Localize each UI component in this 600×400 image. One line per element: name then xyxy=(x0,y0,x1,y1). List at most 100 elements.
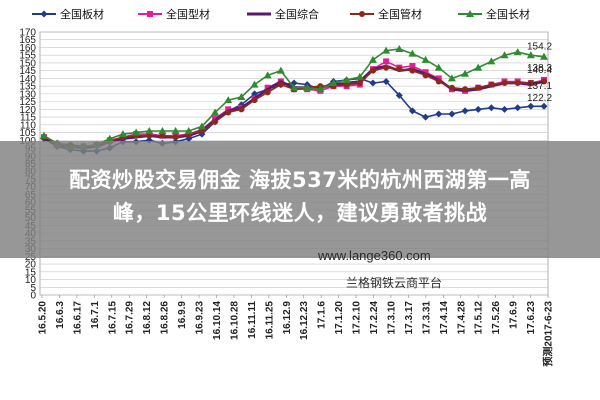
x-tick-label: 16.11.25 xyxy=(264,301,275,340)
data-point xyxy=(211,108,220,116)
y-tick-label: 130 xyxy=(19,89,36,100)
data-point xyxy=(408,107,416,115)
data-point xyxy=(422,72,429,79)
data-point xyxy=(359,11,365,17)
data-point xyxy=(132,128,141,136)
legend-item: 全国长材 xyxy=(458,7,530,21)
watermark-name: 兰格钢铁云商平台 xyxy=(346,276,443,290)
x-tick-label: 17.3.17 xyxy=(404,301,415,335)
data-point xyxy=(396,66,403,73)
x-tick-label: 16.8.26 xyxy=(160,301,171,335)
data-point xyxy=(105,134,114,142)
data-point xyxy=(462,86,469,93)
data-point xyxy=(238,106,245,113)
data-point xyxy=(422,69,429,76)
x-tick-label: 16.12.9 xyxy=(282,301,293,335)
ad-banner[interactable] xyxy=(0,141,600,258)
data-point xyxy=(198,128,205,135)
data-point xyxy=(356,80,363,87)
y-tick-label: 0 xyxy=(30,291,36,302)
legend-label: 全国长材 xyxy=(486,7,530,21)
data-point xyxy=(251,97,258,104)
data-point xyxy=(409,63,416,70)
data-point xyxy=(514,80,521,87)
data-point xyxy=(395,45,404,53)
data-point xyxy=(171,127,180,135)
x-tick-label: 16.10.28 xyxy=(229,301,240,340)
data-point xyxy=(224,96,233,104)
data-point xyxy=(421,55,430,63)
legend-item: 全国管材 xyxy=(350,7,422,21)
value-annotation: 122.2 xyxy=(527,93,552,104)
data-point xyxy=(435,78,442,85)
data-point xyxy=(448,110,456,118)
data-point xyxy=(541,78,547,85)
data-point xyxy=(118,130,127,138)
x-tick-label: 16.12.23 xyxy=(299,301,310,340)
x-tick-label: 16.7.15 xyxy=(107,301,118,335)
banner-headline[interactable]: 配资炒股交易佣金 海拔537米的杭州西湖第一高 峰，15公里环线迷人，建议勇敢者… xyxy=(8,164,592,230)
data-point xyxy=(40,10,48,18)
y-tick-label: 115 xyxy=(20,113,36,124)
y-tick-label: 155 xyxy=(19,51,36,62)
x-tick-label: 17.2.10 xyxy=(352,301,363,335)
data-point xyxy=(355,72,364,80)
data-point xyxy=(434,63,443,71)
x-tick-label: 17.6.23 xyxy=(526,301,537,335)
legend: 全国板材 全国型材 全国综合 全国管材 全国长材 xyxy=(32,7,530,21)
data-point xyxy=(276,66,285,74)
x-tick-label: 17.1.6 xyxy=(317,301,328,329)
data-point xyxy=(383,58,390,65)
x-tick-label: 17.6.9 xyxy=(509,301,520,329)
data-point xyxy=(172,134,179,141)
data-point xyxy=(316,85,325,93)
data-point xyxy=(435,110,443,118)
legend-label: 全国型材 xyxy=(166,7,210,21)
y-tick-label: 170 xyxy=(19,28,36,39)
watermark-url: www.lange360.com xyxy=(318,248,431,263)
data-point xyxy=(526,51,535,59)
y-tick-label: 5 xyxy=(30,283,36,294)
headline-line-1: 配资炒股交易佣金 海拔537米的杭州西湖第一高 xyxy=(69,168,531,192)
data-point xyxy=(237,92,246,100)
y-tick-label: 110 xyxy=(20,120,36,131)
y-tick-label: 135 xyxy=(19,82,36,93)
x-tick-label: 17.5.12 xyxy=(474,301,485,335)
legend-label: 全国管材 xyxy=(378,7,422,21)
data-point xyxy=(147,11,153,17)
x-tick-label: 16.9.9 xyxy=(177,301,188,329)
x-tick-label: 16.6.3 xyxy=(55,301,66,329)
value-annotation: 140.4 xyxy=(527,65,552,76)
data-point xyxy=(514,104,522,112)
data-point xyxy=(212,115,219,122)
data-point xyxy=(408,49,417,57)
y-tick-label: 125 xyxy=(19,97,36,108)
data-point xyxy=(197,122,206,130)
data-point xyxy=(382,78,390,86)
x-tick-label: 17.1.20 xyxy=(334,301,345,335)
y-tick-label: 105 xyxy=(19,128,36,139)
data-point xyxy=(540,102,548,110)
legend-item: 全国板材 xyxy=(32,7,104,21)
data-point xyxy=(409,67,416,74)
data-point xyxy=(184,127,193,135)
x-tick-label: 17.4.14 xyxy=(439,301,450,335)
data-point xyxy=(290,83,298,91)
y-tick-label: 165 xyxy=(19,35,36,46)
x-tick-label: 16.5.20 xyxy=(38,301,49,335)
data-point xyxy=(501,105,509,113)
data-point xyxy=(303,83,312,91)
data-point xyxy=(264,89,271,96)
data-point xyxy=(369,67,376,74)
data-point xyxy=(40,131,48,139)
y-tick-label: 120 xyxy=(19,105,36,116)
x-tick-label: 16.9.23 xyxy=(195,301,206,335)
x-tick-label: 17.2.24 xyxy=(369,301,380,335)
data-point xyxy=(501,80,508,87)
y-tick-label: 20 xyxy=(25,260,37,271)
y-tick-label: 140 xyxy=(19,74,36,85)
data-point xyxy=(369,79,377,87)
data-point xyxy=(487,57,496,65)
x-tick-label: 16.8.12 xyxy=(142,301,153,335)
y-tick-label: 15 xyxy=(25,267,37,278)
